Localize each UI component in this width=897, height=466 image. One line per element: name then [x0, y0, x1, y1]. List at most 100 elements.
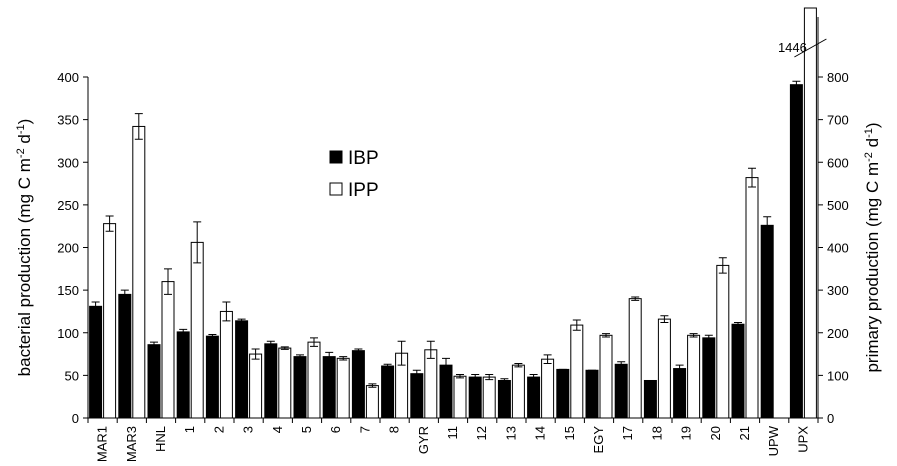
y-tick-label: 0 — [72, 411, 79, 426]
bar — [205, 335, 219, 419]
error-bar — [397, 340, 406, 366]
bar — [365, 385, 379, 419]
label-part: d — [863, 138, 882, 152]
error-bar — [675, 364, 684, 373]
label-part: -2 — [15, 148, 27, 158]
y2-tick-label: 600 — [827, 155, 849, 170]
bar — [439, 364, 453, 419]
label-part: bacterial production (mg C m — [15, 158, 34, 376]
error-bar — [442, 357, 450, 373]
error-bar — [617, 361, 626, 368]
x-tick-label: UPX — [795, 426, 810, 453]
axis-break — [794, 38, 827, 58]
error-bar — [150, 341, 158, 348]
x-tick-label: 21 — [737, 426, 752, 440]
y2-tick-label: 200 — [827, 326, 849, 341]
bar — [424, 349, 438, 419]
bar — [657, 318, 671, 419]
x-tick-label: GYR — [416, 426, 431, 454]
error-bar — [602, 333, 610, 338]
x-tick-label: 8 — [387, 426, 402, 433]
error-bar — [529, 374, 538, 381]
error-bar — [310, 337, 318, 347]
bar — [673, 368, 687, 419]
error-bar — [748, 167, 756, 188]
bar — [219, 310, 233, 419]
error-bar — [105, 215, 114, 232]
label-part: d — [15, 134, 34, 148]
error-bar — [383, 363, 392, 369]
x-tick-label: 14 — [533, 426, 548, 440]
error-bar — [339, 356, 348, 361]
error-bar — [704, 334, 713, 341]
bar — [176, 331, 190, 419]
bar — [628, 298, 642, 419]
y-tick-label: 400 — [57, 70, 79, 85]
label-part: primary production (mg C m — [863, 162, 882, 373]
error-bar — [660, 315, 669, 324]
x-tick-label: MAR1 — [95, 426, 110, 462]
bar — [643, 379, 657, 419]
x-tick-label: 4 — [270, 426, 285, 433]
bar — [789, 84, 803, 419]
error-bar — [91, 301, 100, 312]
bar — [410, 373, 424, 419]
bar — [161, 281, 175, 419]
error-bar — [543, 354, 552, 364]
error-bar — [485, 374, 494, 381]
bar — [264, 343, 278, 419]
y2-label: primary production (mg C m-2 d-1) — [863, 122, 882, 372]
error-bar — [266, 340, 275, 347]
bar — [293, 356, 307, 419]
error-bar — [792, 80, 801, 89]
bar — [307, 341, 321, 419]
bar — [614, 363, 628, 419]
bar — [731, 323, 745, 419]
bar — [760, 224, 774, 419]
error-bar — [280, 346, 289, 350]
error-bar — [179, 328, 188, 335]
x-tick-label: 20 — [708, 426, 723, 440]
bar — [556, 368, 570, 419]
bar — [132, 125, 146, 419]
bar — [322, 356, 336, 419]
x-tick-label: MAR3 — [124, 426, 139, 462]
bar — [147, 344, 161, 419]
label-part: ) — [15, 119, 34, 125]
error-bar — [734, 322, 742, 327]
error-bar — [222, 301, 231, 322]
x-tick-label: 17 — [620, 426, 635, 440]
bar — [249, 353, 263, 419]
error-bar — [251, 348, 260, 360]
x-tick-label: HNL — [153, 426, 168, 452]
error-bar — [354, 348, 363, 353]
y-tick-label: 250 — [57, 198, 79, 213]
error-bar — [500, 378, 509, 383]
bar — [381, 365, 395, 419]
x-tick-label: 18 — [649, 426, 664, 440]
legend-swatch — [329, 150, 343, 164]
error-bar — [325, 351, 334, 362]
y2-tick-label: 0 — [827, 411, 834, 426]
bar — [511, 364, 525, 419]
x-tick-label: 1 — [182, 426, 197, 433]
bar — [235, 320, 249, 419]
bar — [585, 369, 599, 419]
label-part: -1 — [15, 124, 27, 134]
error-bar — [689, 333, 698, 338]
error-bar — [164, 268, 172, 295]
bar — [336, 357, 350, 419]
x-tick-label: 12 — [474, 426, 489, 440]
y2-tick-label: 400 — [827, 241, 849, 256]
y2-tick-label: 300 — [827, 283, 849, 298]
error-bar — [412, 369, 421, 378]
value-label: 1446 — [778, 40, 807, 55]
y-label: bacterial production (mg C m-2 d-1) — [15, 119, 34, 377]
x-tick-label: 6 — [328, 426, 343, 433]
y2-tick-label: 500 — [827, 198, 849, 213]
bar — [190, 241, 204, 419]
bar — [687, 334, 701, 419]
x-tick-label: UPW — [766, 425, 781, 456]
x-tick-label: 15 — [562, 426, 577, 440]
